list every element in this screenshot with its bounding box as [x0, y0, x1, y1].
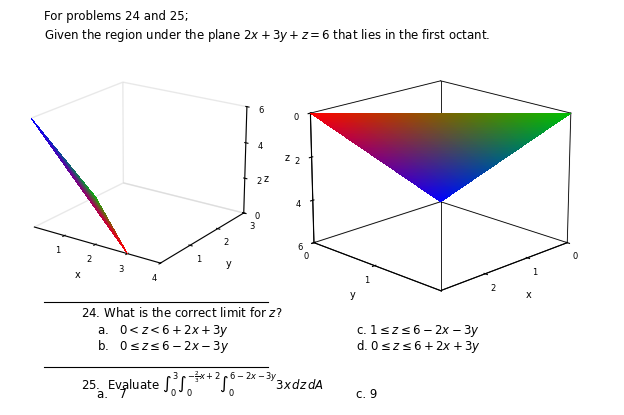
Text: 25.  Evaluate $\int_0^3 \int_0^{-\frac{2}{3}x+2} \int_0^{6-2x-3y} 3x\,dz\,dA$: 25. Evaluate $\int_0^3 \int_0^{-\frac{2}…: [81, 370, 324, 399]
Text: For problems 24 and 25;: For problems 24 and 25;: [44, 10, 188, 23]
Text: d. $0 \leq z \leq 6 + 2x + 3y$: d. $0 \leq z \leq 6 + 2x + 3y$: [356, 338, 480, 355]
Text: a.   7: a. 7: [97, 388, 127, 401]
Y-axis label: y: y: [350, 290, 356, 300]
Text: 24. What is the correct limit for $z$?: 24. What is the correct limit for $z$?: [81, 306, 283, 320]
Text: c. 9: c. 9: [356, 388, 377, 401]
Text: a.   $0 < z < 6 + 2x + 3y$: a. $0 < z < 6 + 2x + 3y$: [97, 323, 228, 339]
X-axis label: x: x: [525, 290, 532, 300]
Y-axis label: y: y: [226, 259, 232, 269]
Text: b.   $0 \leq z \leq 6 - 2x - 3y$: b. $0 \leq z \leq 6 - 2x - 3y$: [97, 338, 229, 355]
Text: c. $1 \leq z \leq 6 - 2x - 3y$: c. $1 \leq z \leq 6 - 2x - 3y$: [356, 323, 479, 339]
Text: Given the region under the plane $2x + 3y + z = 6$ that lies in the first octant: Given the region under the plane $2x + 3…: [44, 27, 490, 44]
X-axis label: x: x: [74, 271, 80, 281]
